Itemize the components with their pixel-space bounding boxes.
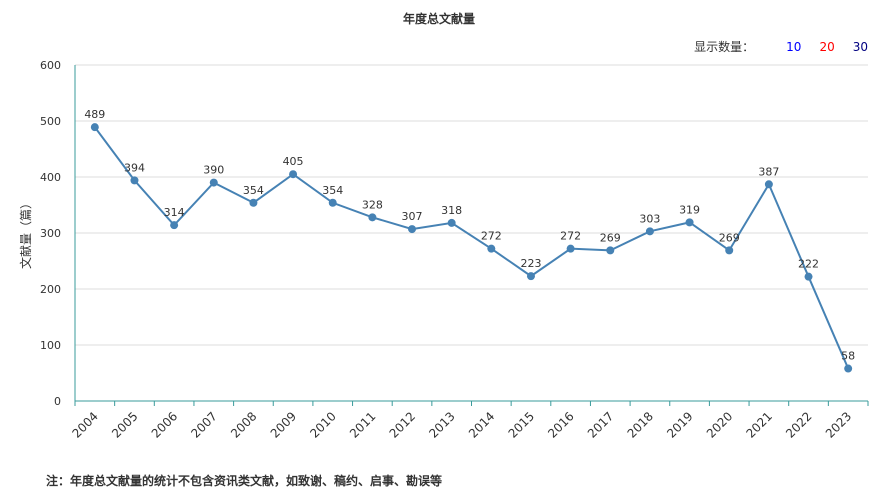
- data-label: 318: [441, 204, 462, 217]
- data-point: [685, 218, 694, 227]
- data-point: [130, 176, 139, 185]
- data-point: [90, 123, 99, 132]
- data-point: [249, 198, 258, 207]
- data-point: [368, 213, 377, 222]
- y-tick-label: 100: [40, 339, 61, 352]
- y-tick-label: 500: [40, 115, 61, 128]
- x-tick-label: 2022: [783, 409, 814, 440]
- data-point: [289, 170, 298, 179]
- data-label: 269: [600, 231, 621, 244]
- data-label: 307: [402, 210, 423, 223]
- data-label: 272: [560, 230, 581, 243]
- y-tick-labels: 0 100 200 300 400 500 600: [40, 59, 61, 408]
- x-tick-label: 2005: [109, 409, 140, 440]
- x-tick-label: 2020: [704, 409, 735, 440]
- data-label: 272: [481, 230, 502, 243]
- data-label: 354: [322, 184, 343, 197]
- data-point: [804, 272, 813, 281]
- data-label: 314: [164, 206, 185, 219]
- series-line: [94, 126, 850, 369]
- data-label: 390: [203, 164, 224, 177]
- y-axis-label: 文献量（篇）: [18, 197, 33, 269]
- data-point: [408, 225, 417, 234]
- data-point: [844, 364, 853, 373]
- x-tick-label: 2008: [228, 409, 259, 440]
- data-point: [209, 178, 218, 187]
- count-option-20[interactable]: 20: [819, 39, 835, 54]
- data-label: 303: [639, 212, 660, 225]
- x-tick-label: 2010: [307, 409, 338, 440]
- data-point: [566, 244, 575, 253]
- data-label: 328: [362, 198, 383, 211]
- x-tick-label: 2009: [268, 409, 299, 440]
- data-point: [764, 180, 773, 189]
- data-point: [725, 246, 734, 255]
- x-tick-label: 2004: [69, 409, 100, 440]
- data-label: 387: [758, 165, 779, 178]
- data-point: [526, 272, 535, 281]
- y-tick-label: 0: [54, 395, 61, 408]
- series: [90, 123, 853, 373]
- x-tick-label: 2018: [625, 409, 656, 440]
- y-tick-label: 400: [40, 171, 61, 184]
- data-point: [328, 198, 337, 207]
- y-tick-label: 300: [40, 227, 61, 240]
- data-label: 58: [841, 350, 855, 363]
- y-tick-label: 200: [40, 283, 61, 296]
- x-tick-labels: 2004 2005 2006 2007 2008 2009 2010 2011 2012 2013…: [69, 409, 854, 440]
- chart-title: 年度总文献量: [402, 12, 475, 26]
- data-point: [170, 221, 179, 230]
- x-tick-label: 2012: [387, 409, 418, 440]
- count-option-30[interactable]: 30: [852, 39, 868, 54]
- x-tick-label: 2021: [743, 409, 774, 440]
- data-point: [487, 244, 496, 253]
- data-label: 489: [84, 108, 105, 121]
- data-label: 223: [520, 257, 541, 270]
- data-label: 394: [124, 161, 145, 174]
- data-label: 319: [679, 203, 700, 216]
- data-point: [606, 246, 615, 255]
- x-tick-label: 2007: [188, 409, 219, 440]
- data-label: 222: [798, 258, 819, 271]
- axes: [74, 65, 869, 406]
- data-label: 405: [283, 155, 304, 168]
- y-tick-label: 600: [40, 59, 61, 72]
- data-label: 354: [243, 184, 264, 197]
- x-tick-label: 2006: [149, 409, 180, 440]
- display-count-picker: 显示数量： 10 20 30: [694, 38, 868, 55]
- data-point: [645, 227, 654, 236]
- data-label: 269: [719, 231, 740, 244]
- x-tick-label: 2014: [466, 409, 497, 440]
- grid-lines: [75, 64, 868, 346]
- count-option-10[interactable]: 10: [786, 39, 802, 54]
- x-tick-label: 2015: [506, 409, 537, 440]
- x-tick-label: 2013: [426, 409, 457, 440]
- data-labels: 489 394 314 390 354 405 354 328 307 318 272 223 272 2…: [84, 108, 855, 362]
- data-point: [447, 218, 456, 227]
- x-tick-label: 2017: [585, 409, 616, 440]
- x-tick-label: 2023: [823, 409, 854, 440]
- footnote: 注：年度总文献量的统计不包含资讯类文献，如致谢、稿约、启事、勘误等: [46, 474, 443, 488]
- x-tick-label: 2019: [664, 409, 695, 440]
- x-tick-label: 2016: [545, 409, 576, 440]
- x-tick-label: 2011: [347, 409, 378, 440]
- display-count-label: 显示数量：: [694, 40, 755, 54]
